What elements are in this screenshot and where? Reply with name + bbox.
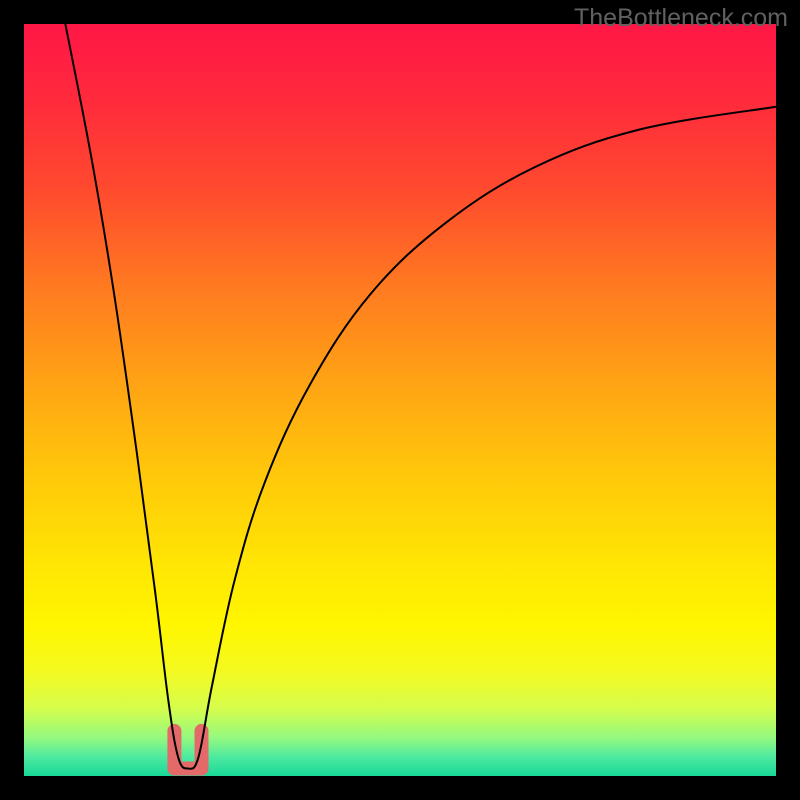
bottleneck-chart [0,0,800,800]
gradient-background [24,24,776,776]
chart-stage: TheBottleneck.com [0,0,800,800]
